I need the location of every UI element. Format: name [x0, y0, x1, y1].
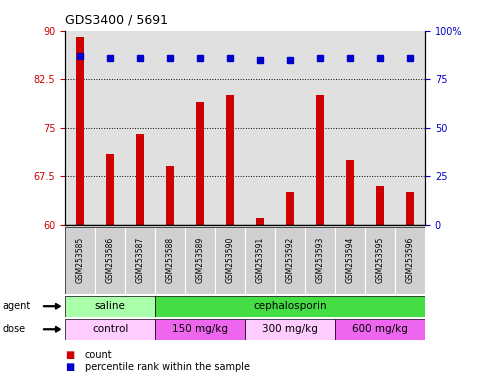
Text: GDS3400 / 5691: GDS3400 / 5691: [65, 14, 168, 27]
FancyBboxPatch shape: [335, 319, 425, 340]
Text: ■: ■: [65, 350, 74, 360]
Text: dose: dose: [2, 324, 26, 334]
Text: cephalosporin: cephalosporin: [253, 301, 327, 311]
FancyBboxPatch shape: [215, 227, 245, 294]
FancyBboxPatch shape: [245, 227, 275, 294]
Bar: [76, 37, 84, 225]
FancyBboxPatch shape: [65, 319, 155, 340]
Text: GSM253591: GSM253591: [256, 237, 265, 283]
FancyBboxPatch shape: [245, 319, 335, 340]
Text: percentile rank within the sample: percentile rank within the sample: [85, 362, 250, 372]
Bar: [406, 192, 414, 225]
Bar: [256, 218, 264, 225]
Bar: [286, 192, 294, 225]
Text: control: control: [92, 324, 128, 334]
Bar: [197, 102, 204, 225]
Text: GSM253595: GSM253595: [376, 237, 384, 283]
Bar: [167, 167, 174, 225]
FancyBboxPatch shape: [335, 227, 365, 294]
FancyBboxPatch shape: [185, 227, 215, 294]
FancyBboxPatch shape: [65, 227, 95, 294]
Text: GSM253587: GSM253587: [136, 237, 145, 283]
FancyBboxPatch shape: [65, 296, 155, 317]
FancyBboxPatch shape: [95, 227, 125, 294]
FancyBboxPatch shape: [155, 319, 245, 340]
Bar: [227, 95, 234, 225]
Text: count: count: [85, 350, 112, 360]
Bar: [376, 186, 384, 225]
FancyBboxPatch shape: [395, 227, 425, 294]
Text: GSM253585: GSM253585: [76, 237, 85, 283]
Text: GSM253596: GSM253596: [406, 237, 414, 283]
Text: 150 mg/kg: 150 mg/kg: [172, 324, 228, 334]
Text: ■: ■: [65, 362, 74, 372]
Text: GSM253592: GSM253592: [285, 237, 295, 283]
Text: 300 mg/kg: 300 mg/kg: [262, 324, 318, 334]
Bar: [346, 160, 354, 225]
Bar: [316, 95, 324, 225]
FancyBboxPatch shape: [275, 227, 305, 294]
Text: GSM253590: GSM253590: [226, 237, 235, 283]
Text: 600 mg/kg: 600 mg/kg: [352, 324, 408, 334]
Text: GSM253586: GSM253586: [106, 237, 114, 283]
FancyBboxPatch shape: [305, 227, 335, 294]
Text: GSM253593: GSM253593: [315, 237, 325, 283]
FancyBboxPatch shape: [155, 227, 185, 294]
Bar: [136, 134, 144, 225]
Text: agent: agent: [2, 301, 30, 311]
FancyBboxPatch shape: [125, 227, 155, 294]
Text: GSM253588: GSM253588: [166, 237, 175, 283]
Text: GSM253594: GSM253594: [345, 237, 355, 283]
Bar: [106, 154, 114, 225]
FancyBboxPatch shape: [365, 227, 395, 294]
FancyBboxPatch shape: [155, 296, 425, 317]
Text: GSM253589: GSM253589: [196, 237, 205, 283]
Text: saline: saline: [95, 301, 126, 311]
